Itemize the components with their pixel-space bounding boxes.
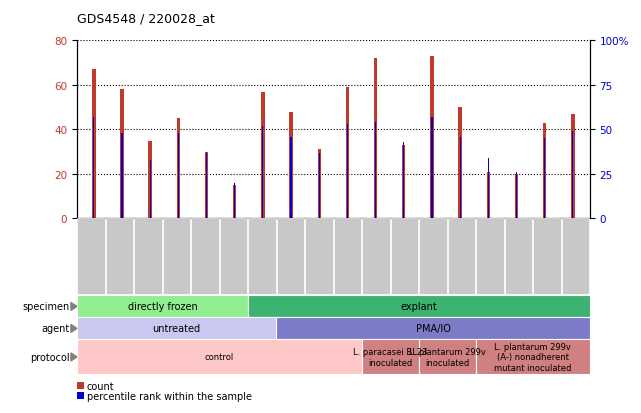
Bar [516, 173, 517, 219]
Text: count: count [87, 381, 115, 391]
Polygon shape [71, 325, 77, 332]
Bar [92, 70, 96, 219]
Bar [262, 126, 263, 219]
Text: directly frozen: directly frozen [128, 301, 197, 312]
Bar [572, 132, 574, 219]
Bar [487, 172, 490, 219]
Bar [93, 118, 94, 219]
Bar [319, 153, 320, 219]
Bar [460, 137, 461, 219]
Text: GDS4548 / 220028_at: GDS4548 / 220028_at [77, 12, 215, 25]
Bar [419, 219, 447, 295]
Bar [305, 219, 333, 295]
Bar [77, 392, 84, 399]
Bar [149, 141, 152, 219]
Bar [334, 219, 362, 295]
Bar [458, 108, 462, 219]
Bar [347, 125, 348, 219]
Bar [430, 57, 433, 219]
Bar [234, 183, 235, 219]
Bar [205, 152, 208, 219]
Text: PMA/IO: PMA/IO [415, 324, 451, 334]
Bar [77, 382, 84, 389]
Text: explant: explant [401, 301, 437, 312]
Text: agent: agent [42, 324, 70, 334]
Text: L. paracasei BL23
inoculated: L. paracasei BL23 inoculated [353, 347, 428, 367]
Bar [135, 219, 162, 295]
Bar [121, 134, 122, 219]
Text: percentile rank within the sample: percentile rank within the sample [87, 391, 252, 401]
Bar [419, 339, 476, 375]
Bar [178, 134, 179, 219]
Bar [77, 318, 276, 339]
Bar [448, 219, 475, 295]
Bar [374, 59, 378, 219]
Polygon shape [71, 353, 77, 361]
Bar [533, 219, 561, 295]
Bar [488, 159, 489, 219]
Bar [402, 146, 406, 219]
Bar [403, 142, 404, 219]
Bar [106, 219, 133, 295]
Bar [476, 219, 504, 295]
Bar [149, 160, 151, 219]
Text: control: control [204, 353, 234, 361]
Bar [206, 153, 207, 219]
Polygon shape [71, 303, 77, 311]
Bar [261, 93, 265, 219]
Bar [248, 296, 590, 318]
Bar [317, 150, 321, 219]
Bar [177, 119, 180, 219]
Text: L. plantarum 299v
(A-) nonadherent
mutant inoculated: L. plantarum 299v (A-) nonadherent mutan… [494, 342, 571, 372]
Bar [192, 219, 219, 295]
Bar [276, 318, 590, 339]
Text: untreated: untreated [153, 324, 201, 334]
Bar [543, 123, 546, 219]
Bar [121, 90, 124, 219]
Bar [78, 219, 105, 295]
Bar [375, 123, 376, 219]
Bar [248, 219, 276, 295]
Text: L. plantarum 299v
inoculated: L. plantarum 299v inoculated [409, 347, 486, 367]
Bar [544, 139, 545, 219]
Bar [277, 219, 304, 295]
Bar [391, 219, 419, 295]
Bar [431, 118, 433, 219]
Text: specimen: specimen [22, 301, 70, 312]
Bar [289, 112, 293, 219]
Bar [362, 339, 419, 375]
Bar [571, 114, 574, 219]
Bar [562, 219, 589, 295]
Bar [504, 219, 532, 295]
Bar [290, 137, 292, 219]
Bar [233, 185, 237, 219]
Bar [163, 219, 190, 295]
Bar [345, 88, 349, 219]
Bar [515, 174, 518, 219]
Bar [220, 219, 247, 295]
Bar [77, 339, 362, 375]
Bar [476, 339, 590, 375]
Bar [77, 296, 248, 318]
Text: protocol: protocol [30, 352, 70, 362]
Bar [362, 219, 390, 295]
